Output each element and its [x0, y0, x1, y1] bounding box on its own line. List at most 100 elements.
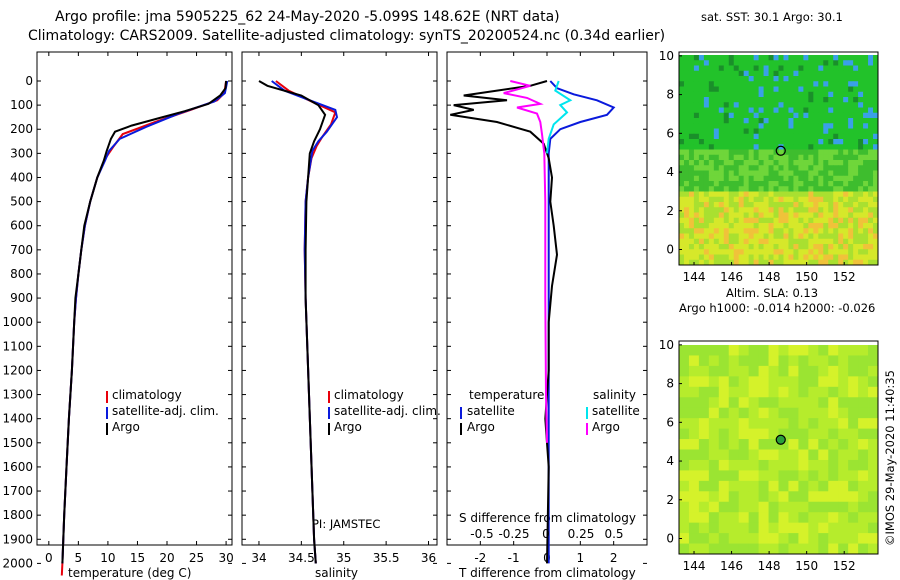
- map-cell: [718, 543, 730, 555]
- map-cell: [833, 102, 839, 108]
- map-cell: [778, 55, 784, 61]
- map-cell: [818, 154, 824, 161]
- map-cell: [698, 133, 705, 140]
- map-cell: [853, 139, 859, 145]
- map-cell: [823, 254, 829, 261]
- map-cell: [723, 186, 730, 192]
- map-cell: [723, 86, 730, 93]
- map-cell: [793, 118, 799, 124]
- map-cell: [728, 428, 740, 440]
- map-cell: [758, 102, 764, 108]
- map-cell: [698, 449, 710, 461]
- map-cell: [738, 249, 745, 255]
- map-cell: [768, 202, 774, 208]
- map-cell: [718, 254, 725, 261]
- map-cell: [708, 428, 720, 440]
- map-cell: [778, 407, 789, 419]
- map-cell: [813, 112, 819, 119]
- map-cell: [858, 491, 869, 503]
- map-cell: [833, 97, 839, 103]
- map-cell: [843, 207, 849, 213]
- map-cell: [868, 128, 874, 135]
- map-cell: [718, 345, 730, 356]
- map-cell: [853, 112, 859, 119]
- map-cell: [823, 165, 829, 171]
- map-cell: [723, 70, 730, 77]
- map-cell: [798, 217, 804, 224]
- map-cell: [808, 118, 814, 124]
- map-cell: [679, 249, 685, 255]
- map-cell: [853, 191, 859, 198]
- map-cell: [763, 149, 769, 156]
- map-cell: [703, 97, 710, 103]
- map-cell: [713, 170, 720, 177]
- map-cell: [873, 118, 879, 124]
- map-cell: [833, 223, 839, 229]
- map-cell: [738, 254, 745, 261]
- y-tick-label: 900: [10, 291, 33, 305]
- map-cell: [708, 217, 715, 224]
- legend-label-argo: Argo: [334, 420, 362, 434]
- map-cell: [803, 186, 809, 192]
- map-cell: [838, 107, 844, 114]
- map-cell: [803, 55, 809, 61]
- map-cell: [843, 244, 849, 250]
- map-cell: [788, 60, 794, 66]
- map-cell: [838, 202, 844, 208]
- map-cell: [748, 55, 755, 61]
- map-cell: [778, 160, 784, 166]
- map-cell: [718, 181, 725, 187]
- map-cell: [773, 102, 779, 108]
- map-cell: [748, 112, 755, 119]
- map-cell: [858, 244, 864, 250]
- map-cell: [868, 365, 879, 377]
- map-cell: [748, 207, 755, 213]
- map-cell: [798, 55, 804, 61]
- map-cell: [838, 244, 844, 250]
- map-cell: [873, 196, 879, 203]
- map-cell: [753, 202, 760, 208]
- map-cell: [718, 154, 725, 161]
- map-cell: [698, 207, 705, 213]
- map-cell: [688, 512, 700, 524]
- map-cell: [753, 170, 760, 177]
- map-cell: [758, 512, 769, 524]
- map-cell: [773, 186, 779, 192]
- map-cell: [813, 191, 819, 198]
- map-cell: [763, 244, 769, 250]
- map-cell: [833, 181, 839, 187]
- map-cell: [728, 459, 740, 471]
- map-cell: [753, 144, 760, 150]
- map-cell: [803, 181, 809, 187]
- map-cell: [743, 202, 750, 208]
- map-cell: [838, 128, 844, 135]
- map-cell: [783, 133, 789, 140]
- map-cell: [748, 480, 759, 492]
- map-cell: [738, 97, 745, 103]
- map-cell: [713, 128, 720, 135]
- map-cell: [718, 133, 725, 140]
- map-cell: [738, 76, 745, 82]
- map-cell: [863, 149, 869, 156]
- map-cell: [838, 365, 849, 377]
- map-cell: [758, 254, 764, 261]
- map-cell: [793, 107, 799, 114]
- map-cell: [838, 386, 849, 398]
- top-x-tick-label: 0.25: [568, 527, 595, 541]
- map-cell: [713, 91, 720, 98]
- map-cell: [688, 76, 695, 82]
- map-cell: [853, 123, 859, 129]
- map-cell: [763, 133, 769, 140]
- map-cell: [818, 60, 824, 66]
- map-cell: [758, 407, 769, 419]
- map-cell: [718, 102, 725, 108]
- map-cell: [823, 60, 829, 66]
- map-cell: [698, 428, 710, 440]
- map-cell: [783, 223, 789, 229]
- map-cell: [863, 191, 869, 198]
- map-cell: [733, 144, 740, 150]
- map-cell: [688, 386, 700, 398]
- map-cell: [718, 470, 730, 482]
- map-cell: [708, 81, 715, 87]
